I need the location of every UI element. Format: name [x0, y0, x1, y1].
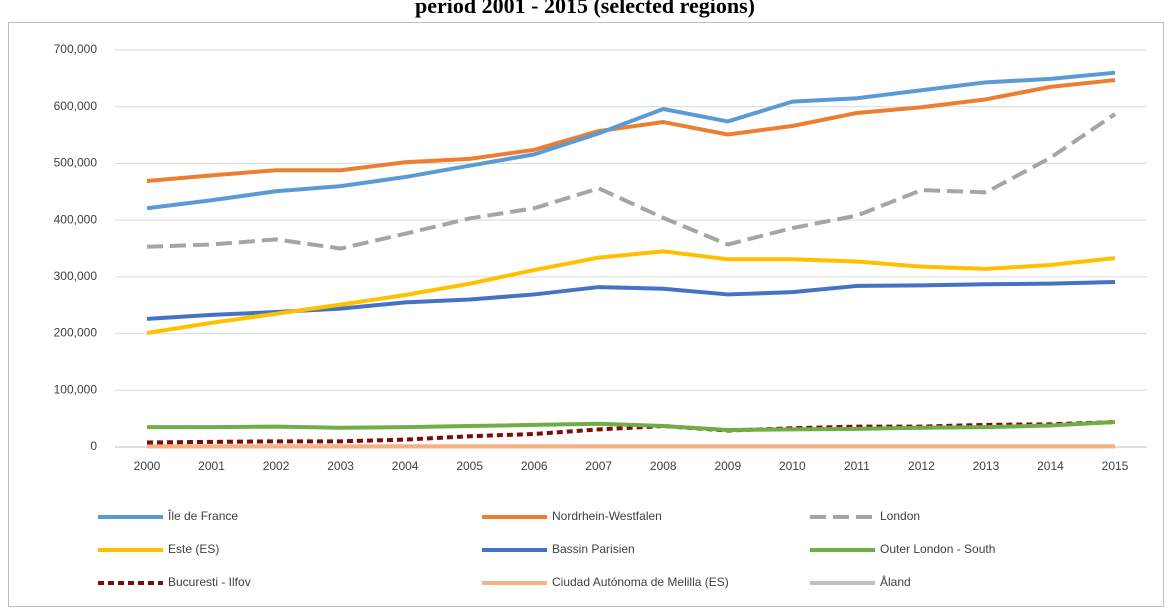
series-line [147, 420, 1116, 432]
legend-label: Bassin Parisien [552, 542, 635, 556]
y-tick-label: 200,000 [54, 326, 98, 340]
x-tick-label: 2008 [650, 459, 677, 473]
series-line [146, 70, 1116, 211]
series-line [146, 78, 1116, 184]
y-tick-label: 500,000 [54, 156, 98, 170]
legend-label: Nordrhein-Westfalen [552, 509, 662, 523]
y-tick-label: 400,000 [54, 212, 98, 226]
x-tick-label: 2009 [714, 459, 741, 473]
legend-label: Île de France [167, 508, 238, 523]
legend-label: Este (ES) [168, 542, 219, 556]
x-tick-label: 2006 [521, 459, 548, 473]
legend-label: London [880, 509, 920, 523]
x-tick-label: 2003 [327, 459, 354, 473]
x-tick-label: 2007 [585, 459, 612, 473]
y-tick-label: 600,000 [54, 99, 98, 113]
x-tick-label: 2005 [456, 459, 483, 473]
chart-title: period 2001 - 2015 (selected regions) [415, 0, 755, 18]
legend-label: Outer London - South [880, 542, 995, 556]
x-tick-label: 2002 [263, 459, 290, 473]
legend-label: Ciudad Autónoma de Melilla (ES) [552, 575, 729, 589]
series-line [146, 249, 1116, 335]
x-tick-label: 2013 [973, 459, 1000, 473]
y-tick-label: 300,000 [54, 269, 98, 283]
x-tick-label: 2004 [392, 459, 419, 473]
series-line [146, 420, 1116, 445]
y-tick-label: 0 [90, 439, 97, 453]
x-tick-label: 2010 [779, 459, 806, 473]
y-tick-label: 700,000 [54, 42, 98, 56]
x-tick-label: 2015 [1102, 459, 1129, 473]
legend-label: Åland [880, 574, 911, 589]
x-tick-label: 2014 [1037, 459, 1064, 473]
x-tick-label: 2012 [908, 459, 935, 473]
x-tick-label: 2000 [134, 459, 161, 473]
y-tick-label: 100,000 [54, 382, 98, 396]
x-tick-label: 2001 [198, 459, 225, 473]
series-line [146, 112, 1117, 251]
legend-label: Bucuresti - Ilfov [168, 575, 251, 589]
x-tick-label: 2011 [844, 459, 870, 473]
